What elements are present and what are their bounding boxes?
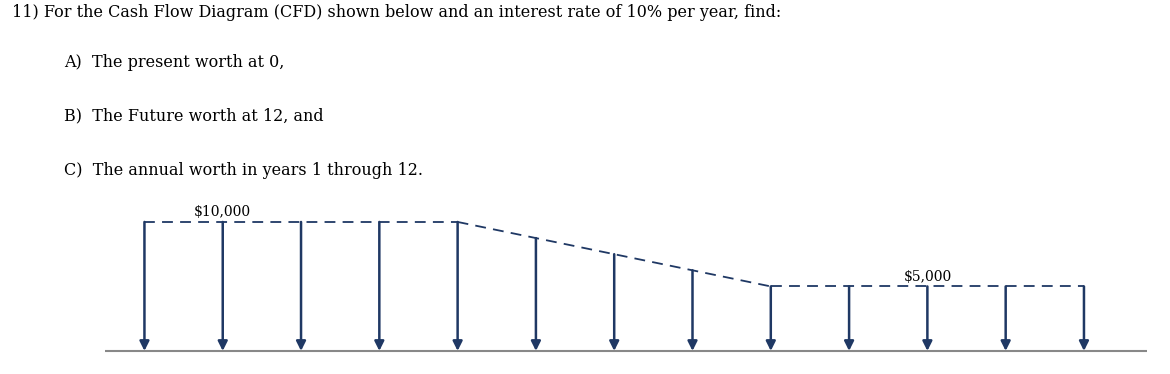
Text: 11) For the Cash Flow Diagram (CFD) shown below and an interest rate of 10% per : 11) For the Cash Flow Diagram (CFD) show… bbox=[12, 4, 780, 21]
Text: $5,000: $5,000 bbox=[903, 270, 951, 284]
Text: $10,000: $10,000 bbox=[194, 205, 252, 220]
Text: C)  The annual worth in years 1 through 12.: C) The annual worth in years 1 through 1… bbox=[64, 162, 424, 178]
Text: A)  The present worth at 0,: A) The present worth at 0, bbox=[64, 54, 284, 71]
Text: B)  The Future worth at 12, and: B) The Future worth at 12, and bbox=[64, 108, 324, 125]
